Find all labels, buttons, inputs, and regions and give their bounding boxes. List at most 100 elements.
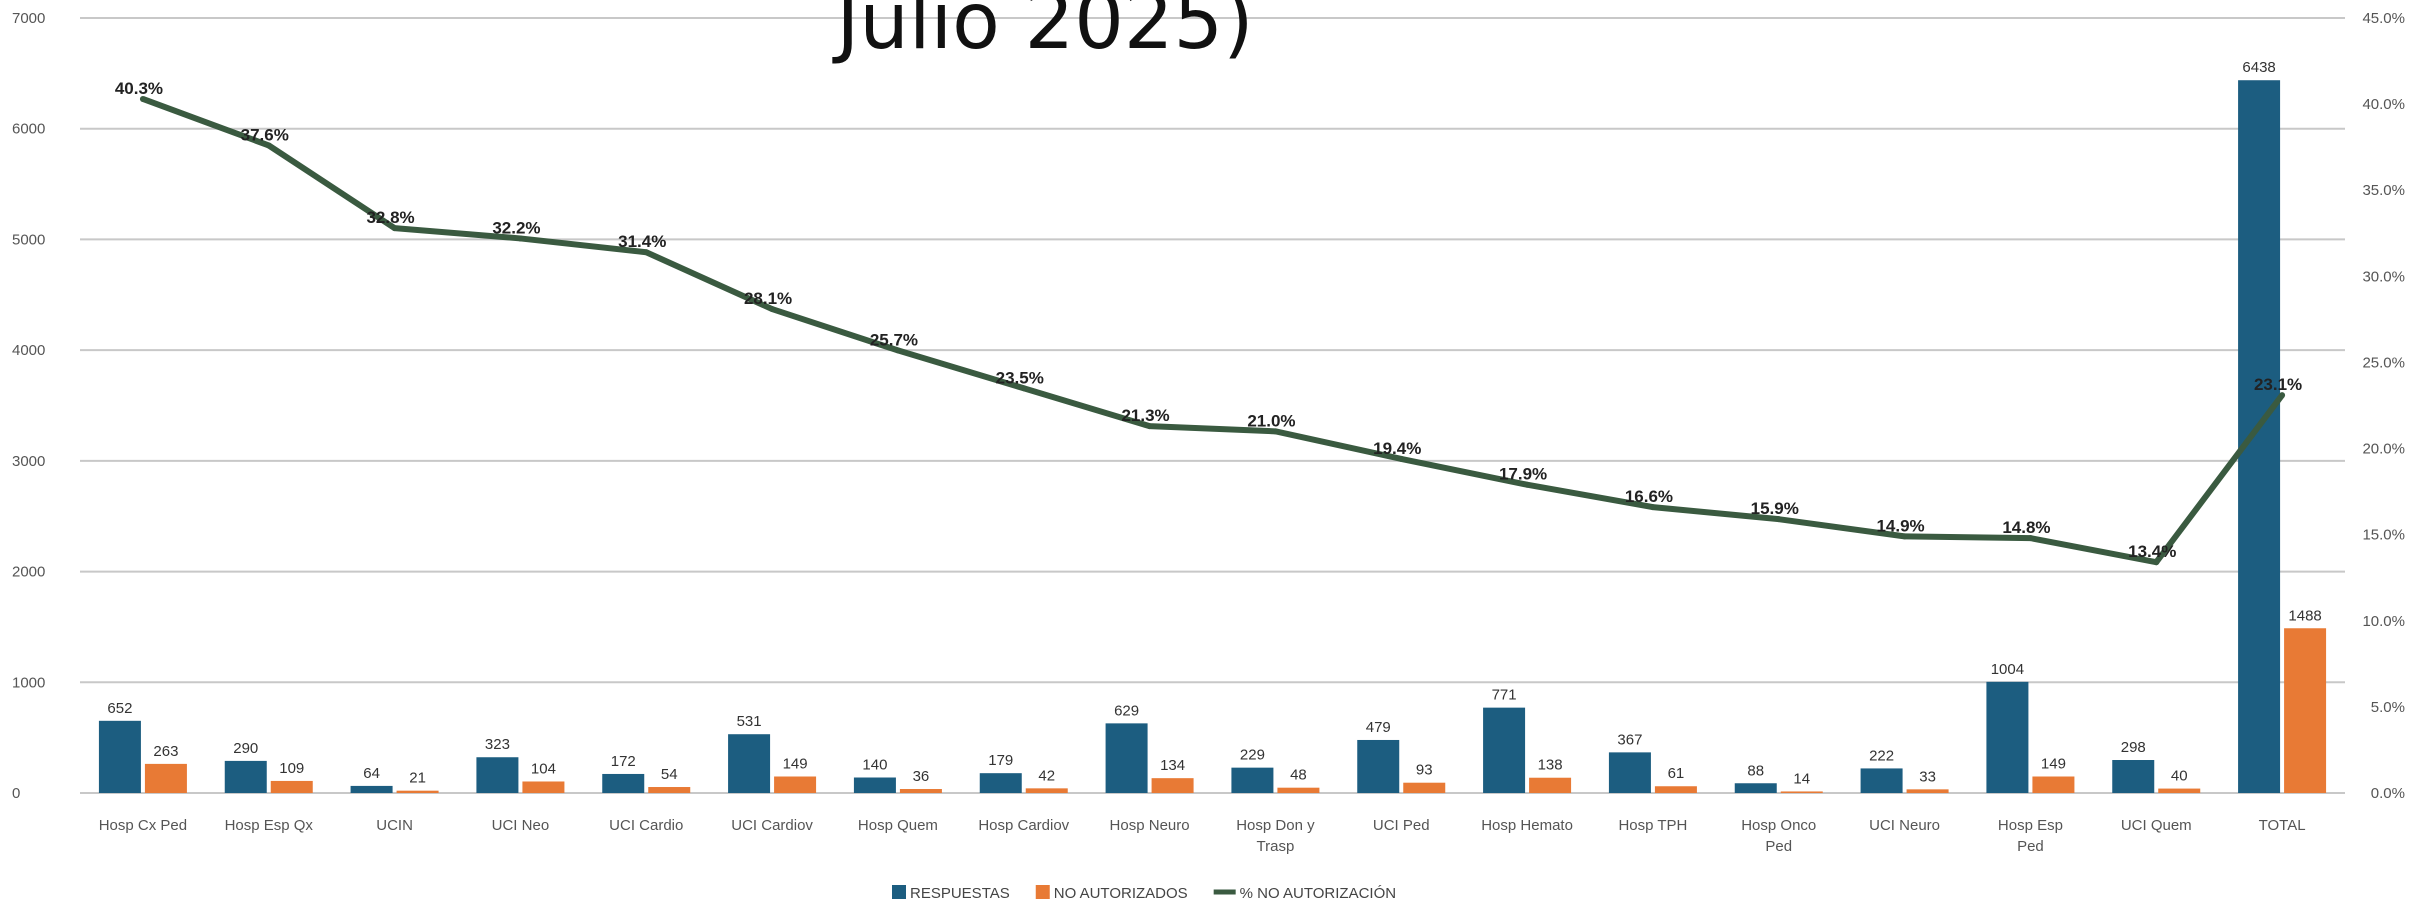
x-tick-label: TOTAL xyxy=(2259,817,2306,834)
line-point xyxy=(769,306,776,313)
y-tick-label: 1000 xyxy=(12,674,45,691)
bar-value-label: 140 xyxy=(862,757,887,774)
bar xyxy=(98,720,141,793)
legend-label: RESPUESTAS xyxy=(910,885,1010,902)
y2-tick-label: 35.0% xyxy=(2362,182,2405,199)
line-point xyxy=(643,249,650,256)
y-tick-label: 3000 xyxy=(12,453,45,470)
line-point xyxy=(139,95,146,102)
line-value-label: 14.9% xyxy=(1876,516,1924,535)
bar-value-label: 109 xyxy=(279,760,304,777)
bar xyxy=(1734,783,1777,793)
bar-value-label: 104 xyxy=(531,760,556,777)
bar-value-label: 42 xyxy=(1038,767,1055,784)
bar-value-label: 479 xyxy=(1366,719,1391,736)
bar xyxy=(728,734,771,793)
line-point xyxy=(1020,385,1027,392)
bar-value-label: 21 xyxy=(409,770,426,787)
y2-tick-label: 5.0% xyxy=(2371,699,2405,716)
y2-tick-label: 20.0% xyxy=(2362,441,2405,458)
line-value-label: 40.3% xyxy=(115,79,163,98)
line-value-label: 31.4% xyxy=(618,232,666,251)
bar xyxy=(522,781,565,793)
line-point xyxy=(1901,533,1908,540)
y-tick-label: 0 xyxy=(12,785,20,802)
bar xyxy=(648,787,691,793)
bar xyxy=(1986,681,2029,793)
bar-value-label: 263 xyxy=(153,743,178,760)
bar-value-label: 48 xyxy=(1290,767,1307,784)
bar xyxy=(144,763,187,793)
bar-value-label: 138 xyxy=(1538,757,1563,774)
bar xyxy=(979,773,1022,793)
y-tick-label: 4000 xyxy=(12,342,45,359)
bar-series: 652 290 64 323 172 531 140 179 629 229 479 771 367 88… xyxy=(98,59,2327,793)
bar xyxy=(2284,628,2327,793)
bar-value-label: 290 xyxy=(233,740,258,757)
bar-value-label: 179 xyxy=(988,752,1013,769)
y2-tick-label: 25.0% xyxy=(2362,354,2405,371)
bar xyxy=(853,777,896,793)
bar xyxy=(224,760,267,793)
line-value-label: 15.9% xyxy=(1751,499,1799,518)
bar xyxy=(1654,786,1697,793)
y2-tick-label: 15.0% xyxy=(2362,527,2405,544)
y-tick-label: 5000 xyxy=(12,231,45,248)
line-value-label: 32.2% xyxy=(492,218,540,237)
line-value-label: 28.1% xyxy=(744,289,792,308)
bar-value-label: 323 xyxy=(485,736,510,753)
bar xyxy=(2238,80,2281,793)
x-tick-label: Hosp Hemato xyxy=(1481,817,1573,834)
bar xyxy=(2032,776,2075,793)
x-tick-label: UCI Cardio xyxy=(609,817,683,834)
bar-value-label: 652 xyxy=(107,700,132,717)
bar-value-label: 367 xyxy=(1617,731,1642,748)
line-point xyxy=(1272,428,1279,435)
x-tick-label: UCI Ped xyxy=(1373,817,1430,834)
bar xyxy=(1231,767,1274,793)
bar-value-label: 33 xyxy=(1919,768,1936,785)
legend-swatch xyxy=(1035,885,1050,899)
bar-value-label: 1488 xyxy=(2288,607,2321,624)
bar-value-label: 36 xyxy=(913,768,930,785)
y-axis-secondary: 0.0% 5.0% 10.0% 15.0% 20.0% 25.0% 30.0% 35.0% 40… xyxy=(2362,10,2405,802)
line-value-label: 25.7% xyxy=(870,330,918,349)
bar-value-label: 88 xyxy=(1747,762,1764,779)
y-tick-label: 7000 xyxy=(12,10,45,27)
gridlines xyxy=(80,17,2345,794)
bar xyxy=(2112,760,2155,793)
bar xyxy=(1483,707,1526,793)
bar xyxy=(396,790,439,793)
y-tick-label: 2000 xyxy=(12,564,45,581)
bar xyxy=(1357,739,1400,793)
line-point xyxy=(1775,516,1782,523)
bar xyxy=(1151,778,1194,793)
bar xyxy=(270,780,313,793)
x-tick-label: Hosp Neuro xyxy=(1110,817,1190,834)
legend-swatch xyxy=(892,885,906,899)
bar-value-label: 6438 xyxy=(2242,59,2275,76)
bar-value-label: 134 xyxy=(1160,757,1185,774)
bar-value-label: 14 xyxy=(1793,770,1810,787)
legend-label: % NO AUTORIZACIÓN xyxy=(1240,885,1396,902)
y2-tick-label: 45.0% xyxy=(2362,10,2405,27)
bar-value-label: 40 xyxy=(2171,768,2188,785)
x-axis: Hosp Cx Ped Hosp Esp Qx UCIN UCI Neo UCI Car… xyxy=(99,817,2306,855)
bar xyxy=(1025,788,1068,793)
x-tick-label: Hosp Onco Ped xyxy=(1741,817,1816,855)
y2-tick-label: 0.0% xyxy=(2371,785,2405,802)
y2-tick-label: 40.0% xyxy=(2362,96,2405,113)
chart-title: Julio 2025) xyxy=(831,0,1253,67)
bar-value-label: 229 xyxy=(1240,747,1265,764)
bar xyxy=(1277,787,1320,793)
line-value-label: 14.8% xyxy=(2002,518,2050,537)
line-value-label: 32.8% xyxy=(366,208,414,227)
bar-value-label: 61 xyxy=(1668,765,1685,782)
bar xyxy=(350,785,393,793)
bar-value-label: 149 xyxy=(783,756,808,773)
line-point xyxy=(1398,455,1405,462)
x-tick-label: UCI Cardiov xyxy=(731,817,813,834)
bar xyxy=(1403,782,1446,793)
line-value-label: 23.5% xyxy=(996,368,1044,387)
legend: RESPUESTAS NO AUTORIZADOS % NO AUTORIZACIÓ… xyxy=(892,885,1396,902)
